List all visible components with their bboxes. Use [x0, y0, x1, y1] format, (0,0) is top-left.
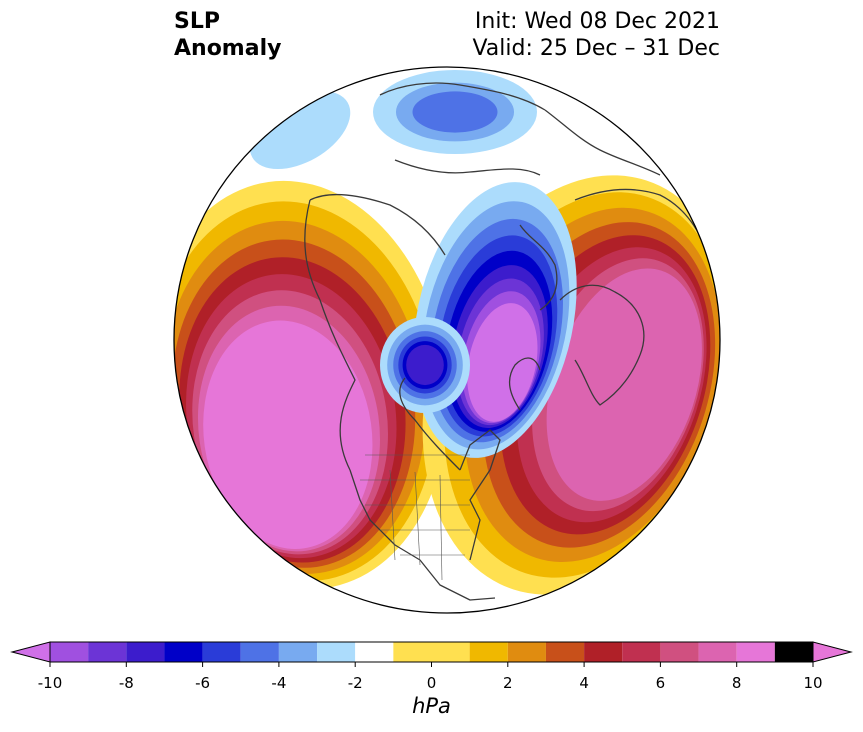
map-title: SLP Anomaly	[174, 8, 281, 62]
colorbar-swatch-16	[660, 642, 699, 662]
forecast-dates: Init: Wed 08 Dec 2021 Valid: 25 Dec – 31…	[472, 8, 720, 62]
colorbar-swatch-19	[774, 642, 813, 662]
coastline-7	[574, 354, 641, 406]
canada-low-level-6	[406, 344, 444, 386]
colorbar-swatch-7	[278, 642, 318, 662]
colorbar-tick-label-5: -2	[348, 674, 363, 690]
border-5	[389, 469, 396, 561]
colorbar-tick-label-9: 6	[656, 674, 666, 690]
siberian-low-level-3	[412, 91, 498, 133]
colorbar-swatches	[10, 641, 853, 663]
colorbar-swatch-11	[469, 642, 508, 662]
colorbar-swatch-8	[317, 642, 356, 662]
colorbar-swatch-13	[545, 642, 585, 662]
colorbar-swatch-14	[584, 642, 623, 662]
colorbar-swatch-15	[622, 642, 661, 662]
coastline-3	[309, 193, 446, 256]
colorbar-tick-label-10: 8	[732, 674, 742, 690]
title-line-2: Anomaly	[174, 36, 282, 61]
colorbar-tick-label-8: 4	[579, 674, 589, 690]
title-line-1: SLP	[174, 9, 220, 34]
colorbar: -10 -8 -6 -4 -2 0 2 4 6 8 10	[10, 641, 853, 690]
coastline-5	[399, 377, 461, 471]
colorbar-tick-label-2: -8	[119, 674, 134, 690]
anomaly-field	[174, 67, 720, 613]
coastline-2	[304, 199, 356, 471]
colorbar-swatch-10	[393, 642, 470, 662]
colorbar-unit: hPa	[412, 694, 451, 718]
colorbar-swatch-17	[698, 642, 737, 662]
coastline-10	[508, 357, 541, 411]
valid-range: Valid: 25 Dec – 31 Dec	[472, 36, 720, 61]
init-date: Init: Wed 08 Dec 2021	[474, 9, 720, 34]
polar-map	[173, 66, 721, 614]
colorbar-swatch-4	[164, 642, 203, 662]
colorbar-swatch-6	[240, 642, 279, 662]
colorbar-tick-label-3: -6	[195, 674, 210, 690]
colorbar-swatch-2	[88, 642, 127, 662]
coastline-1	[349, 469, 496, 601]
coastline-13	[394, 159, 541, 176]
pacific-high-level-9	[203, 320, 373, 549]
colorbar-swatch-9	[355, 642, 394, 662]
colorbar-tick-label-7: 2	[503, 674, 513, 690]
coastline-9	[519, 224, 558, 311]
colorbar-swatch-12	[507, 642, 546, 662]
colorbar-tick-label-1: -10	[38, 674, 63, 690]
colorbar-ticks: -10 -8 -6 -4 -2 0 2 4 6 8 10	[38, 662, 823, 690]
border-7	[439, 474, 443, 581]
colorbar-tick-label-4: -4	[271, 674, 286, 690]
colorbar-tick-label-6: 0	[427, 674, 437, 690]
colorbar-swatch-1	[50, 642, 89, 662]
siberian-low-contours	[373, 70, 537, 154]
pacific-high-contours	[174, 180, 449, 590]
coastline-4	[459, 429, 501, 561]
coastline-6	[559, 284, 645, 356]
arctic-low-level-9	[467, 303, 538, 422]
canada-low-contours	[380, 317, 470, 413]
anomaly-contours	[174, 70, 720, 595]
colorbar-tick-label-11: 10	[803, 674, 822, 690]
colorbar-under-arrow	[10, 641, 51, 663]
colorbar-swatch-18	[736, 642, 775, 662]
colorbar-over-arrow	[812, 641, 853, 663]
colorbar-swatch-5	[202, 642, 241, 662]
colorbar-swatch-3	[126, 642, 165, 662]
map-boundary	[173, 66, 721, 614]
coastline-11	[379, 82, 546, 111]
border-6	[414, 471, 421, 566]
atlantic-high-level-8	[546, 268, 702, 501]
coastline-12	[544, 109, 661, 176]
